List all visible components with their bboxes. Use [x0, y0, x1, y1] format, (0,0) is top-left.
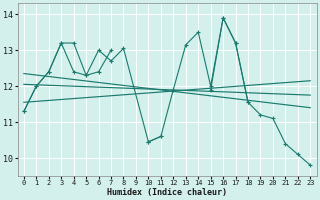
X-axis label: Humidex (Indice chaleur): Humidex (Indice chaleur): [107, 188, 227, 197]
